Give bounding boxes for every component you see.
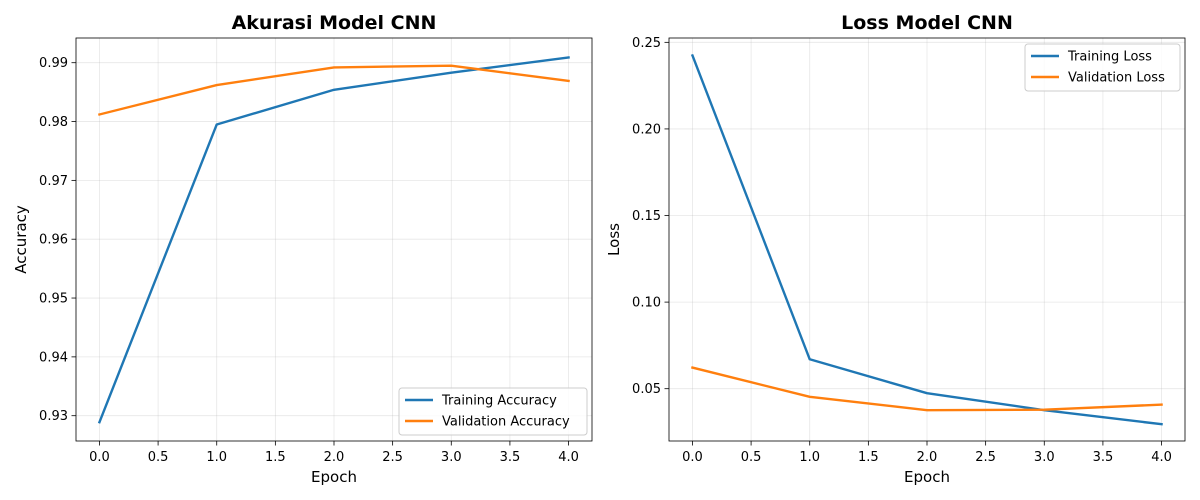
accuracy-y-tick-label: 0.94 bbox=[39, 350, 68, 365]
accuracy-chart: 0.0 0.5 1.0 1.5 2.0 2.5 3.0 3.5 4.0 0.93 0.94 0.95 0… bbox=[12, 12, 593, 486]
accuracy-x-tick-label: 0.0 bbox=[89, 450, 110, 465]
accuracy-legend: Training Accuracy Validation Accuracy bbox=[398, 387, 588, 436]
loss-x-tick-label: 0.5 bbox=[741, 450, 762, 465]
accuracy-x-tick-label: 2.5 bbox=[382, 450, 403, 465]
accuracy-y-tick-label: 0.98 bbox=[39, 115, 68, 130]
loss-legend-box bbox=[1024, 43, 1181, 92]
accuracy-y-tick-label: 0.95 bbox=[39, 292, 68, 307]
loss-x-tick-label: 3.0 bbox=[1034, 450, 1055, 465]
loss-legend: Training Loss Validation Loss bbox=[1024, 43, 1181, 92]
loss-x-tick-label: 1.5 bbox=[858, 450, 879, 465]
loss-chart: 0.0 0.5 1.0 1.5 2.0 2.5 3.0 3.5 4.0 0.05 0.10 0.15 0… bbox=[605, 12, 1186, 486]
accuracy-y-tick-label: 0.99 bbox=[39, 56, 68, 71]
accuracy-x-tick-label: 4.0 bbox=[558, 450, 579, 465]
accuracy-x-axis-label: Epoch bbox=[311, 468, 357, 486]
accuracy-x-tick-label: 3.5 bbox=[500, 450, 521, 465]
accuracy-x-tick-label: 2.0 bbox=[324, 450, 345, 465]
loss-y-tick-label: 0.20 bbox=[632, 122, 661, 137]
loss-chart-title: Loss Model CNN bbox=[841, 12, 1013, 34]
loss-x-tick-label: 4.0 bbox=[1151, 450, 1172, 465]
loss-x-axis-label: Epoch bbox=[904, 468, 950, 486]
loss-x-tick-label: 2.5 bbox=[975, 450, 996, 465]
accuracy-x-tick-label: 1.5 bbox=[265, 450, 286, 465]
loss-x-tick-label: 0.0 bbox=[682, 450, 703, 465]
accuracy-series-validation-accuracy bbox=[97, 64, 570, 116]
accuracy-y-tick-label: 0.96 bbox=[39, 233, 68, 248]
accuracy-chart-title: Akurasi Model CNN bbox=[232, 12, 437, 34]
loss-x-tick-label: 3.5 bbox=[1093, 450, 1114, 465]
loss-y-tick-label: 0.25 bbox=[632, 36, 661, 51]
loss-y-axis-label: Loss bbox=[605, 223, 623, 256]
loss-y-tick-label: 0.10 bbox=[632, 296, 661, 311]
loss-series-training-loss bbox=[690, 53, 1163, 426]
accuracy-x-tick-label: 3.0 bbox=[441, 450, 462, 465]
accuracy-x-tick-label: 1.0 bbox=[206, 450, 227, 465]
accuracy-legend-label-validation-accuracy: Validation Accuracy bbox=[442, 415, 570, 430]
accuracy-x-tick-label: 0.5 bbox=[148, 450, 169, 465]
loss-series-validation-loss bbox=[690, 366, 1163, 412]
accuracy-legend-box bbox=[398, 387, 588, 436]
loss-legend-label-training-loss: Training Loss bbox=[1067, 50, 1152, 65]
accuracy-y-tick-label: 0.93 bbox=[39, 409, 68, 424]
accuracy-y-axis-label: Accuracy bbox=[12, 205, 30, 274]
loss-y-tick-label: 0.15 bbox=[632, 209, 661, 224]
accuracy-legend-label-training-accuracy: Training Accuracy bbox=[441, 394, 557, 409]
accuracy-y-tick-label: 0.97 bbox=[39, 174, 68, 189]
accuracy-series-training-accuracy bbox=[97, 56, 570, 424]
loss-x-tick-label: 1.0 bbox=[799, 450, 820, 465]
loss-legend-label-validation-loss: Validation Loss bbox=[1068, 71, 1165, 86]
loss-x-tick-label: 2.0 bbox=[917, 450, 938, 465]
loss-y-tick-label: 0.05 bbox=[632, 382, 661, 397]
